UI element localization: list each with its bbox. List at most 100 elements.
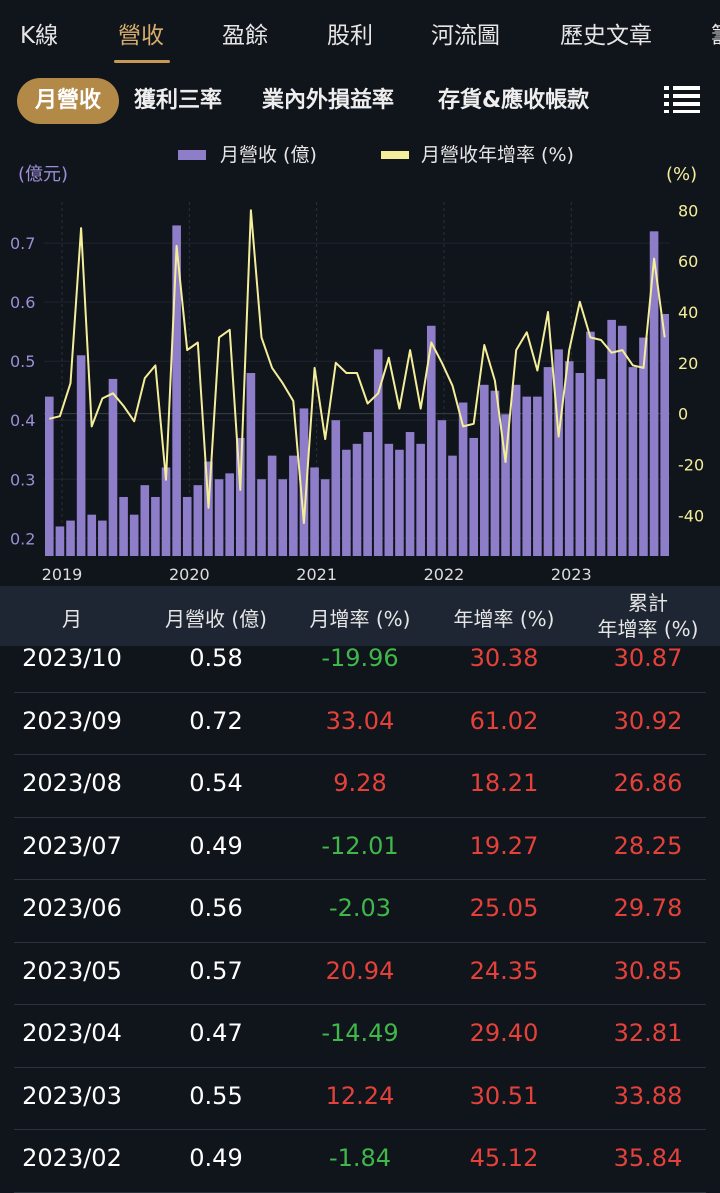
cell-mom: 12.24 [325, 1081, 395, 1110]
row-divider [14, 941, 706, 943]
table-row[interactable]: 2023/09 0.72 33.04 61.02 30.92 [0, 693, 720, 755]
revenue-bar [235, 437, 245, 556]
legend-swatch-yoy [381, 151, 409, 159]
tab-history-articles[interactable]: 歷史文章 [560, 23, 652, 49]
subtab-inventory-receivables[interactable]: 存貨&應收帳款 [438, 88, 590, 113]
cell-cumulative-yoy: 30.85 [613, 956, 683, 985]
cell-revenue: 0.49 [189, 1144, 243, 1172]
revenue-bar [480, 384, 489, 556]
revenue-bar [363, 432, 372, 556]
revenue-bar [310, 467, 319, 556]
list-menu-icon[interactable] [662, 84, 702, 114]
revenue-bar [257, 479, 266, 556]
revenue-bar [543, 367, 553, 556]
table-row[interactable]: 2023/06 0.56 -2.03 25.05 29.78 [0, 880, 720, 943]
left-axis-unit: (億元) [18, 164, 68, 185]
cell-month: 2023/06 [22, 894, 122, 922]
right-tick-label: 20 [678, 354, 698, 373]
revenue-bar [225, 473, 234, 556]
cell-yoy: 24.35 [469, 956, 539, 985]
cell-month: 2023/03 [22, 1081, 122, 1110]
left-tick-label: 0.6 [10, 293, 35, 312]
tab-next-partial[interactable]: 籌 [711, 16, 720, 50]
revenue-bar [66, 520, 75, 556]
chart-legend: 月營收 (億) 月營收年增率 (%) [178, 144, 574, 166]
table-row[interactable]: 2023/03 0.55 12.24 30.51 33.88 [0, 1068, 720, 1130]
right-tick-label: 0 [678, 405, 688, 424]
left-tick-label: 0.5 [10, 352, 35, 371]
table-row[interactable]: 2023/07 0.49 -12.01 19.27 28.25 [0, 818, 720, 880]
left-tick-label: 0.7 [10, 234, 35, 253]
tab-dividend[interactable]: 股利 [327, 23, 373, 49]
subtab-profit-margins[interactable]: 獲利三率 [134, 88, 223, 113]
revenue-bar [617, 325, 627, 556]
row-divider [14, 1066, 706, 1068]
tab-k-line[interactable]: K線 [20, 23, 59, 49]
table-row[interactable]: 2023/02 0.49 -1.84 45.12 35.84 [0, 1130, 720, 1193]
cell-revenue: 0.58 [189, 644, 243, 672]
revenue-bar [140, 485, 150, 556]
revenue-bar [299, 408, 309, 556]
revenue-bar [458, 402, 468, 556]
table-row[interactable]: 2023/04 0.47 -14.49 29.40 32.81 [0, 1005, 720, 1068]
tab-river-chart[interactable]: 河流圖 [431, 23, 500, 49]
header-yoy: 年增率 (%) [453, 607, 555, 631]
tab-revenue[interactable]: 營收 [118, 23, 164, 49]
revenue-bar [416, 443, 425, 556]
cell-yoy: 45.12 [469, 1144, 539, 1172]
revenue-bar [490, 390, 500, 556]
left-tick-label: 0.4 [10, 411, 35, 430]
revenue-bar [87, 514, 97, 556]
header-month: 月 [62, 607, 82, 631]
cell-cumulative-yoy: 33.88 [613, 1081, 683, 1110]
active-tab-indicator [114, 60, 170, 63]
cell-month: 2023/10 [22, 644, 122, 672]
revenue-bar [151, 496, 160, 556]
legend-label-yoy: 月營收年增率 (%) [421, 144, 574, 166]
yoy-line [49, 209, 666, 524]
tab-earnings[interactable]: 盈餘 [222, 23, 268, 49]
subtab-monthly-revenue[interactable]: 月營收 [17, 78, 119, 124]
revenue-bar [511, 384, 521, 556]
left-tick-label: 0.2 [10, 529, 35, 548]
cell-cumulative-yoy: 35.84 [613, 1144, 683, 1172]
revenue-bar [448, 455, 457, 556]
row-divider [14, 691, 706, 693]
cell-month: 2023/07 [22, 831, 122, 860]
row-divider [14, 1129, 706, 1130]
cell-yoy: 30.38 [469, 644, 539, 672]
revenue-bar [426, 325, 436, 556]
revenue-bar [501, 414, 510, 556]
x-tick-label: 2022 [424, 565, 465, 584]
cell-revenue: 0.47 [189, 1019, 243, 1047]
row-divider [14, 879, 706, 880]
revenue-bar [246, 373, 256, 556]
subtab-non-operating-ratio[interactable]: 業內外損益率 [262, 88, 395, 113]
x-tick-label: 2019 [42, 565, 83, 584]
cell-mom: 33.04 [325, 706, 395, 735]
revenue-bar [278, 479, 288, 556]
cell-mom: -2.03 [328, 894, 392, 922]
table-row[interactable]: 2023/05 0.57 20.94 24.35 30.85 [0, 943, 720, 1005]
revenue-bar [119, 496, 128, 556]
x-tick-label: 2020 [169, 565, 210, 584]
legend-swatch-revenue [178, 150, 206, 160]
cell-yoy: 18.21 [469, 769, 539, 797]
right-tick-label: -20 [678, 456, 704, 475]
table-row[interactable]: 2023/08 0.54 9.28 18.21 26.86 [0, 755, 720, 818]
revenue-bar [639, 337, 648, 556]
cell-cumulative-yoy: 30.87 [613, 644, 683, 672]
table-row[interactable]: 2023/10 0.58 -19.96 30.38 30.87 [0, 630, 720, 693]
revenue-bar [320, 479, 330, 556]
revenue-bar [204, 461, 213, 556]
cell-cumulative-yoy: 30.92 [613, 706, 683, 735]
revenue-bar [76, 355, 86, 556]
cell-yoy: 25.05 [469, 894, 539, 922]
cell-mom: -14.49 [321, 1019, 399, 1047]
revenue-bar [373, 349, 383, 556]
cell-month: 2023/04 [22, 1019, 122, 1047]
cell-yoy: 30.51 [469, 1081, 539, 1110]
cell-yoy: 29.40 [469, 1019, 539, 1047]
cell-cumulative-yoy: 29.78 [613, 894, 683, 922]
table-header: 月 月營收 (億) 月增率 (%) 年增率 (%) 累計 年增率 (%) [0, 586, 720, 646]
